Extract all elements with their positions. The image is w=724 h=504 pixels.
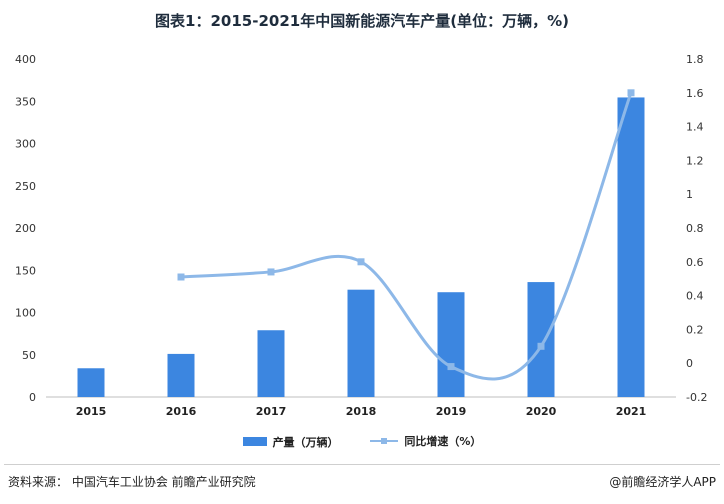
bar <box>167 353 195 397</box>
growth-point <box>537 342 545 350</box>
y-left-tick-label: 0 <box>29 391 36 404</box>
y-right-tick-label: 1 <box>686 188 693 201</box>
legend-label-bar: 产量（万辆） <box>272 435 339 449</box>
y-left-tick-label: 50 <box>22 349 36 362</box>
source-note: 资料来源： 中国汽车工业协会 前瞻产业研究院 <box>8 475 256 489</box>
growth-line <box>180 92 633 381</box>
bar <box>617 97 645 397</box>
x-tick-label: 2019 <box>436 405 467 418</box>
y-right-tick-label: 1.8 <box>686 53 704 66</box>
footer-divider <box>4 464 720 465</box>
x-tick-label: 2017 <box>256 405 287 418</box>
growth-point <box>357 258 365 266</box>
y-left-tick-label: 300 <box>15 138 36 151</box>
y-right-tick-label: 1.6 <box>686 87 704 100</box>
x-tick-label: 2020 <box>526 405 557 418</box>
y-left-tick-label: 100 <box>15 307 36 320</box>
bar <box>347 289 375 397</box>
bar <box>527 282 555 397</box>
y-right-tick-label: -0.2 <box>686 391 707 404</box>
legend-item-line[interactable]: 同比增速（%） <box>370 433 481 449</box>
y-left-tick-label: 250 <box>15 180 36 193</box>
growth-point <box>177 273 185 281</box>
bar <box>437 292 465 397</box>
bar <box>77 368 105 397</box>
y-right-tick-label: 0.6 <box>686 256 704 269</box>
chart-title: 图表1：2015-2021年中国新能源汽车产量(单位：万辆，%) <box>155 12 569 30</box>
credit-note: @前瞻经济学人APP <box>609 475 716 489</box>
y-right-tick-label: 0.8 <box>686 222 704 235</box>
y-left-tick-label: 200 <box>15 222 36 235</box>
y-right-tick-label: 1.4 <box>686 121 704 134</box>
legend-label-line: 同比增速（%） <box>404 435 482 448</box>
bar <box>257 330 285 397</box>
x-tick-label: 2018 <box>346 405 377 418</box>
legend-swatch-line <box>370 436 399 446</box>
growth-point <box>627 89 635 97</box>
chart-legend: 产量（万辆） 同比增速（%） <box>0 433 724 450</box>
x-tick-label: 2021 <box>616 405 647 418</box>
y-right-tick-label: 0 <box>686 357 693 370</box>
x-tick-label: 2015 <box>76 405 107 418</box>
legend-swatch-bar <box>242 437 267 446</box>
y-right-tick-label: 1.2 <box>686 154 704 167</box>
y-right-tick-label: 0.4 <box>686 290 704 303</box>
y-left-tick-label: 400 <box>15 53 36 66</box>
growth-point <box>267 268 275 276</box>
y-right-tick-label: 0.2 <box>686 323 704 336</box>
y-left-tick-label: 150 <box>15 264 36 277</box>
x-tick-label: 2016 <box>166 405 197 418</box>
growth-point <box>447 363 455 371</box>
legend-item-bar[interactable]: 产量（万辆） <box>242 434 339 450</box>
y-left-tick-label: 350 <box>15 95 36 108</box>
